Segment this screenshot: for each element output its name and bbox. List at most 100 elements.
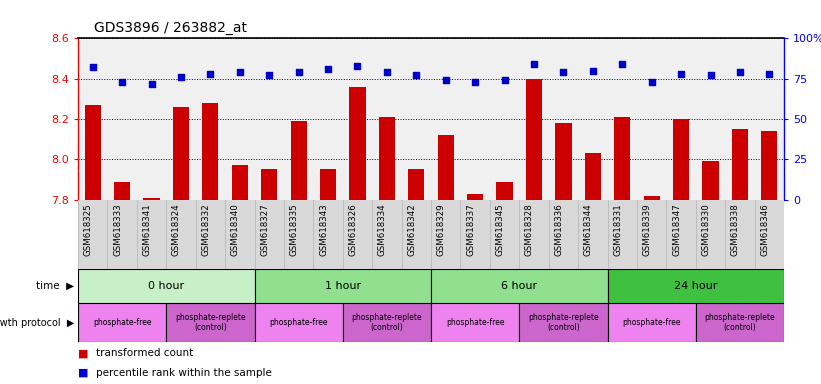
Bar xyxy=(431,303,519,342)
Text: phosphate-free: phosphate-free xyxy=(446,318,504,327)
Point xyxy=(410,73,423,79)
Text: GSM618331: GSM618331 xyxy=(613,203,622,256)
Bar xyxy=(378,117,395,200)
Bar xyxy=(261,169,277,200)
Text: phosphate-free: phosphate-free xyxy=(269,318,328,327)
Point xyxy=(292,69,305,75)
Text: GSM618340: GSM618340 xyxy=(231,203,240,256)
Bar xyxy=(644,195,660,200)
Text: 1 hour: 1 hour xyxy=(324,281,361,291)
Text: GSM618334: GSM618334 xyxy=(378,203,387,256)
Bar xyxy=(78,200,784,269)
Point xyxy=(263,73,276,79)
Bar xyxy=(467,194,484,200)
Text: GSM618344: GSM618344 xyxy=(584,203,593,256)
Point xyxy=(586,68,599,74)
Bar xyxy=(343,303,431,342)
Text: phosphate-replete
(control): phosphate-replete (control) xyxy=(351,313,422,332)
Bar xyxy=(255,303,343,342)
Point xyxy=(498,77,511,83)
Bar xyxy=(166,303,255,342)
Text: GSM618329: GSM618329 xyxy=(437,203,446,256)
Point xyxy=(645,79,658,85)
Bar xyxy=(85,105,101,200)
Text: ■: ■ xyxy=(78,348,89,359)
Point xyxy=(233,69,246,75)
Text: GSM618343: GSM618343 xyxy=(319,203,328,256)
Bar xyxy=(608,303,696,342)
Text: GSM618341: GSM618341 xyxy=(143,203,152,256)
Bar xyxy=(519,303,608,342)
Text: phosphate-free: phosphate-free xyxy=(622,318,681,327)
Point xyxy=(380,69,393,75)
Point xyxy=(174,74,187,80)
Point xyxy=(763,71,776,77)
Bar xyxy=(408,169,424,200)
Text: GSM618332: GSM618332 xyxy=(201,203,210,256)
Text: time  ▶: time ▶ xyxy=(36,281,74,291)
Bar xyxy=(291,121,307,200)
Text: phosphate-replete
(control): phosphate-replete (control) xyxy=(528,313,599,332)
Text: GSM618335: GSM618335 xyxy=(290,203,299,256)
Text: GDS3896 / 263882_at: GDS3896 / 263882_at xyxy=(94,21,247,35)
Text: growth protocol  ▶: growth protocol ▶ xyxy=(0,318,74,328)
Text: GSM618347: GSM618347 xyxy=(672,203,681,256)
Text: percentile rank within the sample: percentile rank within the sample xyxy=(96,367,272,378)
Text: phosphate-replete
(control): phosphate-replete (control) xyxy=(704,313,775,332)
Text: ■: ■ xyxy=(78,367,89,378)
Bar xyxy=(673,119,689,200)
Point xyxy=(204,71,217,77)
Text: 0 hour: 0 hour xyxy=(148,281,185,291)
Text: GSM618324: GSM618324 xyxy=(172,203,181,256)
Bar xyxy=(497,182,512,200)
Bar xyxy=(555,123,571,200)
Text: GSM618330: GSM618330 xyxy=(701,203,710,256)
Text: transformed count: transformed count xyxy=(96,348,193,359)
Bar xyxy=(608,269,784,303)
Text: GSM618327: GSM618327 xyxy=(260,203,269,256)
Text: 24 hour: 24 hour xyxy=(674,281,718,291)
Point xyxy=(145,81,158,87)
Text: GSM618326: GSM618326 xyxy=(348,203,357,256)
Text: GSM618336: GSM618336 xyxy=(554,203,563,256)
Bar xyxy=(703,161,718,200)
Bar xyxy=(761,131,777,200)
Bar xyxy=(438,135,454,200)
Text: GSM618342: GSM618342 xyxy=(407,203,416,256)
Point xyxy=(616,61,629,67)
Point xyxy=(469,79,482,85)
Text: GSM618338: GSM618338 xyxy=(731,203,740,256)
Text: GSM618325: GSM618325 xyxy=(84,203,93,256)
Point xyxy=(351,63,364,69)
Bar xyxy=(144,198,159,200)
Text: phosphate-replete
(control): phosphate-replete (control) xyxy=(175,313,245,332)
Point xyxy=(557,69,570,75)
Text: phosphate-free: phosphate-free xyxy=(93,318,151,327)
Text: GSM618345: GSM618345 xyxy=(496,203,505,256)
Bar xyxy=(431,269,608,303)
Text: 6 hour: 6 hour xyxy=(501,281,538,291)
Text: GSM618337: GSM618337 xyxy=(466,203,475,256)
Point xyxy=(527,61,540,67)
Point xyxy=(704,73,717,79)
Bar xyxy=(614,117,631,200)
Bar xyxy=(255,269,431,303)
Bar xyxy=(320,169,336,200)
Bar xyxy=(526,79,542,200)
Text: GSM618328: GSM618328 xyxy=(525,203,534,256)
Point xyxy=(675,71,688,77)
Bar xyxy=(114,182,131,200)
Bar xyxy=(173,107,189,200)
Text: GSM618346: GSM618346 xyxy=(760,203,769,256)
Bar xyxy=(202,103,218,200)
Bar xyxy=(350,87,365,200)
Bar xyxy=(78,269,255,303)
Point xyxy=(86,65,99,71)
Text: GSM618339: GSM618339 xyxy=(643,203,652,256)
Bar xyxy=(585,153,601,200)
Point xyxy=(439,77,452,83)
Bar xyxy=(732,129,748,200)
Text: GSM618333: GSM618333 xyxy=(113,203,122,256)
Bar xyxy=(232,166,248,200)
Point xyxy=(116,79,129,85)
